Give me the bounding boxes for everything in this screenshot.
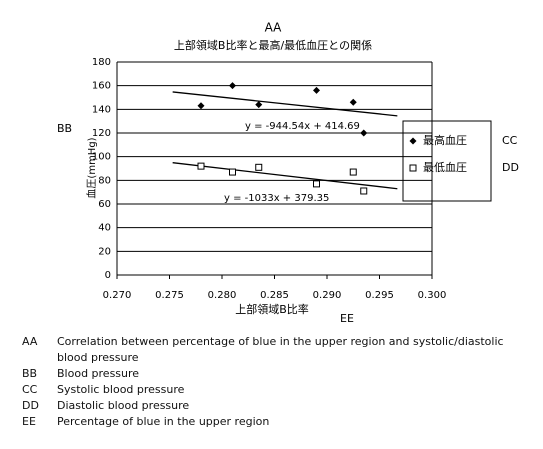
note: BBBlood pressure [22,366,522,382]
x-tick-label: 0.295 [365,290,394,301]
note-key: CC [22,382,57,398]
trendline-label: y = -1033x + 379.35 [224,193,329,204]
note: DDDiastolic blood pressure [22,398,522,414]
y-tick-label: 60 [98,199,111,210]
point [229,82,236,89]
y-tick-label: 160 [92,81,111,92]
y-axis-label: 血圧(mmHg) [85,137,98,198]
point [198,163,204,169]
note: CCSystolic blood pressure [22,382,522,398]
legend-label: 最高血圧 [423,133,467,147]
point [314,181,320,187]
point [313,87,320,94]
point [360,130,367,137]
page: AA 上部領域B比率と最高/最低血圧との関係 BB 血圧(mmHg) 上部領域B… [0,0,543,449]
note-text: Percentage of blue in the upper region [57,414,269,430]
trendline [173,163,398,189]
point [255,101,262,108]
note: EEPercentage of blue in the upper region [22,414,522,430]
point [256,164,262,170]
legend-key: CC [502,134,518,147]
note-key: AA [22,334,57,366]
x-label-key: EE [340,312,354,325]
note-key: DD [22,398,57,414]
point [361,188,367,194]
x-tick-label: 0.275 [155,290,184,301]
note-key: EE [22,414,57,430]
note-text: Diastolic blood pressure [57,398,189,414]
point [198,102,205,109]
y-tick-label: 40 [98,223,111,234]
point [230,169,236,175]
point [350,169,356,175]
y-tick-label: 100 [92,152,111,163]
x-tick-label: 0.270 [103,290,132,301]
note: AACorrelation between percentage of blue… [22,334,522,366]
y-tick-label: 20 [98,246,111,257]
y-label-key: BB [57,122,72,135]
note-text: Correlation between percentage of blue i… [57,334,522,366]
legend-key: DD [502,161,519,174]
trendline-label: y = -944.54x + 414.69 [245,121,360,132]
chart: AA 上部領域B比率と最高/最低血圧との関係 BB 血圧(mmHg) 上部領域B… [0,0,543,330]
chart-title: 上部領域B比率と最高/最低血圧との関係 [174,38,372,52]
y-tick-label: 180 [92,57,111,68]
note-text: Blood pressure [57,366,139,382]
x-tick-label: 0.300 [418,290,447,301]
legend-label: 最低血圧 [423,160,467,174]
y-tick-label: 0 [105,270,111,281]
point [350,99,357,106]
note-key: BB [22,366,57,382]
x-tick-label: 0.285 [260,290,289,301]
top-label: AA [265,21,283,35]
legend-marker [410,165,416,171]
y-tick-label: 140 [92,104,111,115]
x-tick-label: 0.280 [208,290,237,301]
y-tick-label: 80 [98,175,111,186]
y-tick-label: 120 [92,128,111,139]
trendline [173,92,398,116]
x-tick-label: 0.290 [313,290,342,301]
note-text: Systolic blood pressure [57,382,184,398]
x-axis-label: 上部領域B比率 [235,302,309,316]
notes: AACorrelation between percentage of blue… [22,334,522,430]
